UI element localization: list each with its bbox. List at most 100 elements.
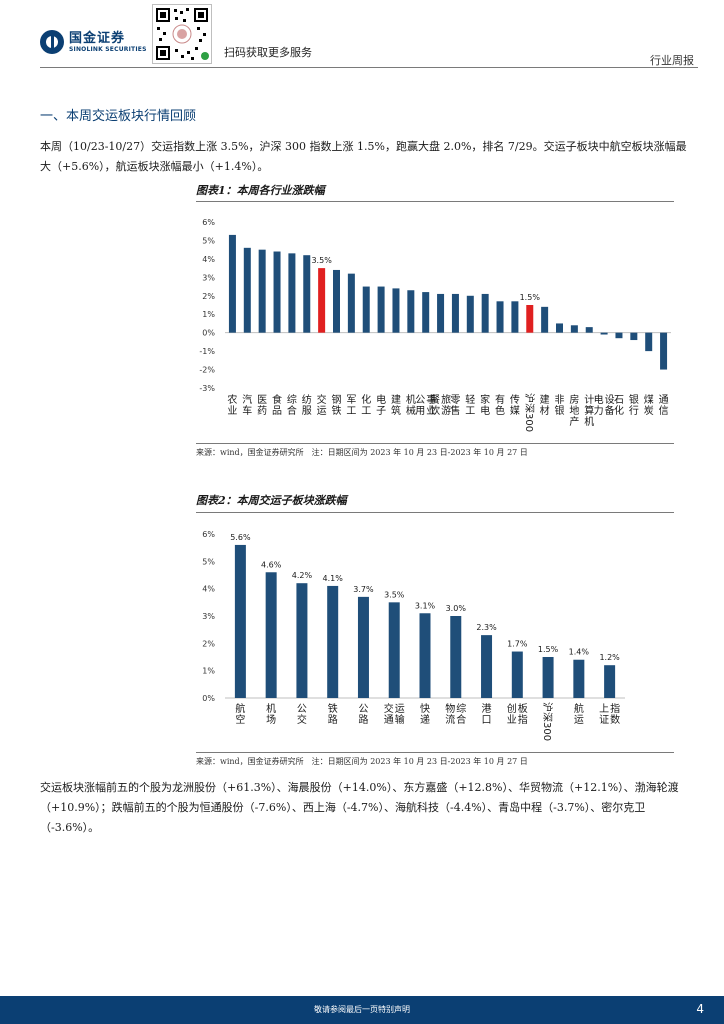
category-char: 电 <box>480 404 490 417</box>
category-char: 服 <box>302 405 312 417</box>
category-char: 械 <box>406 404 416 417</box>
bar-物流综合 <box>450 616 462 698</box>
bar-公路 <box>357 596 369 698</box>
bar-航空 <box>234 544 246 698</box>
bar-轻工 <box>466 295 474 333</box>
bar-煤炭 <box>645 332 653 352</box>
category-char: 纺 <box>302 393 312 406</box>
data-label-机场: 4.6% <box>261 560 282 569</box>
category-char: 计 <box>584 393 594 406</box>
data-label-快递: 3.1% <box>415 601 436 610</box>
category-char: 输 <box>395 713 405 726</box>
logo-name-en: SINOLINK SECURITIES <box>69 45 147 53</box>
category-char: 机 <box>266 702 276 715</box>
bar-快递 <box>419 613 431 698</box>
bar-交通运输 <box>388 602 400 698</box>
qr-code[interactable] <box>152 4 212 64</box>
y-tick-label: 4% <box>202 255 215 264</box>
figure2-bottom-rule <box>196 752 674 753</box>
figure1-title: 图表1：本周各行业涨跌幅 <box>196 184 325 197</box>
category-char: 售 <box>450 404 460 417</box>
y-tick-label: 5% <box>202 557 215 566</box>
data-label-沪深300: 1.5% <box>538 645 559 654</box>
y-tick-label: -2% <box>199 366 215 375</box>
category-char: 航 <box>574 702 584 715</box>
bar-港口 <box>481 635 493 698</box>
category-char: 设 <box>605 394 615 406</box>
category-char: 快 <box>420 703 430 715</box>
category-char: 路 <box>328 713 338 726</box>
transport-subsector-chart: 6%5%4%3%2%1%0%5.6%航空4.6%机场4.2%公交4.1%铁路3.… <box>202 530 625 741</box>
data-label-物流综合: 3.0% <box>446 604 467 613</box>
y-tick-label: 1% <box>202 667 215 676</box>
page-footer: 敬请参阅最后一页特别声明 4 <box>0 996 724 1024</box>
category-label-食品: 食品 <box>272 393 282 417</box>
category-char: 指 <box>610 702 620 715</box>
category-char: 板 <box>518 702 528 715</box>
category-label-轻工: 轻工 <box>465 393 475 417</box>
category-char: 证 <box>599 714 609 726</box>
bar-家电 <box>481 293 489 333</box>
category-char: 媒 <box>510 405 520 417</box>
category-char: 上 <box>599 703 609 715</box>
category-char: 通 <box>384 714 394 726</box>
category-label-非银: 非银 <box>555 394 565 417</box>
category-char: 非 <box>555 394 565 406</box>
category-char: 传 <box>510 394 520 406</box>
category-char: 综 <box>287 393 297 406</box>
y-tick-label: 3% <box>202 273 215 282</box>
data-label-航运: 1.4% <box>569 648 590 657</box>
category-char: 业 <box>227 405 237 417</box>
category-char: 事 <box>426 393 436 406</box>
category-char: 煤 <box>644 393 654 406</box>
category-char: 石 <box>614 395 624 406</box>
y-tick-label: 6% <box>202 218 215 227</box>
category-label-电子: 电子 <box>376 393 386 417</box>
category-char: 行 <box>629 404 639 417</box>
bar-航运 <box>573 659 585 698</box>
data-label-交运: 3.5% <box>311 256 332 265</box>
category-label-交运: 交运 <box>317 393 327 417</box>
category-char: 工 <box>361 406 371 417</box>
category-char: 子 <box>376 405 386 417</box>
bar-石化 <box>615 332 623 339</box>
category-char: 色 <box>495 404 505 417</box>
category-char: 工 <box>465 406 475 417</box>
bar-上证指数 <box>604 665 616 698</box>
category-char: 医 <box>257 394 267 406</box>
category-char: 机 <box>584 415 594 428</box>
category-char: 合 <box>456 713 466 726</box>
category-char: 化 <box>614 404 624 417</box>
bar-公用事业 <box>422 292 430 333</box>
category-label-机械: 机械 <box>406 393 416 417</box>
category-char: 饮 <box>430 404 440 417</box>
bar-建筑 <box>392 288 400 333</box>
category-char: 运 <box>395 703 405 715</box>
category-char: 地 <box>569 404 579 417</box>
category-char: 炭 <box>644 405 654 417</box>
figure2-title: 图表2：本周交运子板块涨跌幅 <box>196 494 347 507</box>
category-label-家电: 家电 <box>480 393 490 417</box>
category-label-沪深300: 沪深300 <box>523 393 536 432</box>
y-tick-label: 3% <box>202 612 215 621</box>
category-char: 品 <box>272 405 282 417</box>
category-char: 口 <box>482 715 492 726</box>
category-char: 用 <box>415 406 425 417</box>
category-char: 信 <box>659 405 669 417</box>
category-label-建筑: 建筑 <box>391 393 401 417</box>
category-char: 递 <box>420 713 430 726</box>
page-header: 国金证券 SINOLINK SECURITIES 扫码获取更多服务 行业周报 <box>0 0 724 72</box>
y-tick-label: 4% <box>202 585 215 594</box>
category-char: 电 <box>376 393 386 406</box>
bar-餐饮旅游 <box>437 293 445 333</box>
category-label-港口: 港口 <box>482 703 492 726</box>
data-label-上证指数: 1.2% <box>599 653 620 662</box>
figure2-top-rule <box>196 512 674 513</box>
y-tick-label: 2% <box>202 292 215 301</box>
y-tick-label: 0% <box>202 694 215 703</box>
y-tick-label: 0% <box>202 329 215 338</box>
category-label-汽车: 汽车 <box>242 393 252 417</box>
